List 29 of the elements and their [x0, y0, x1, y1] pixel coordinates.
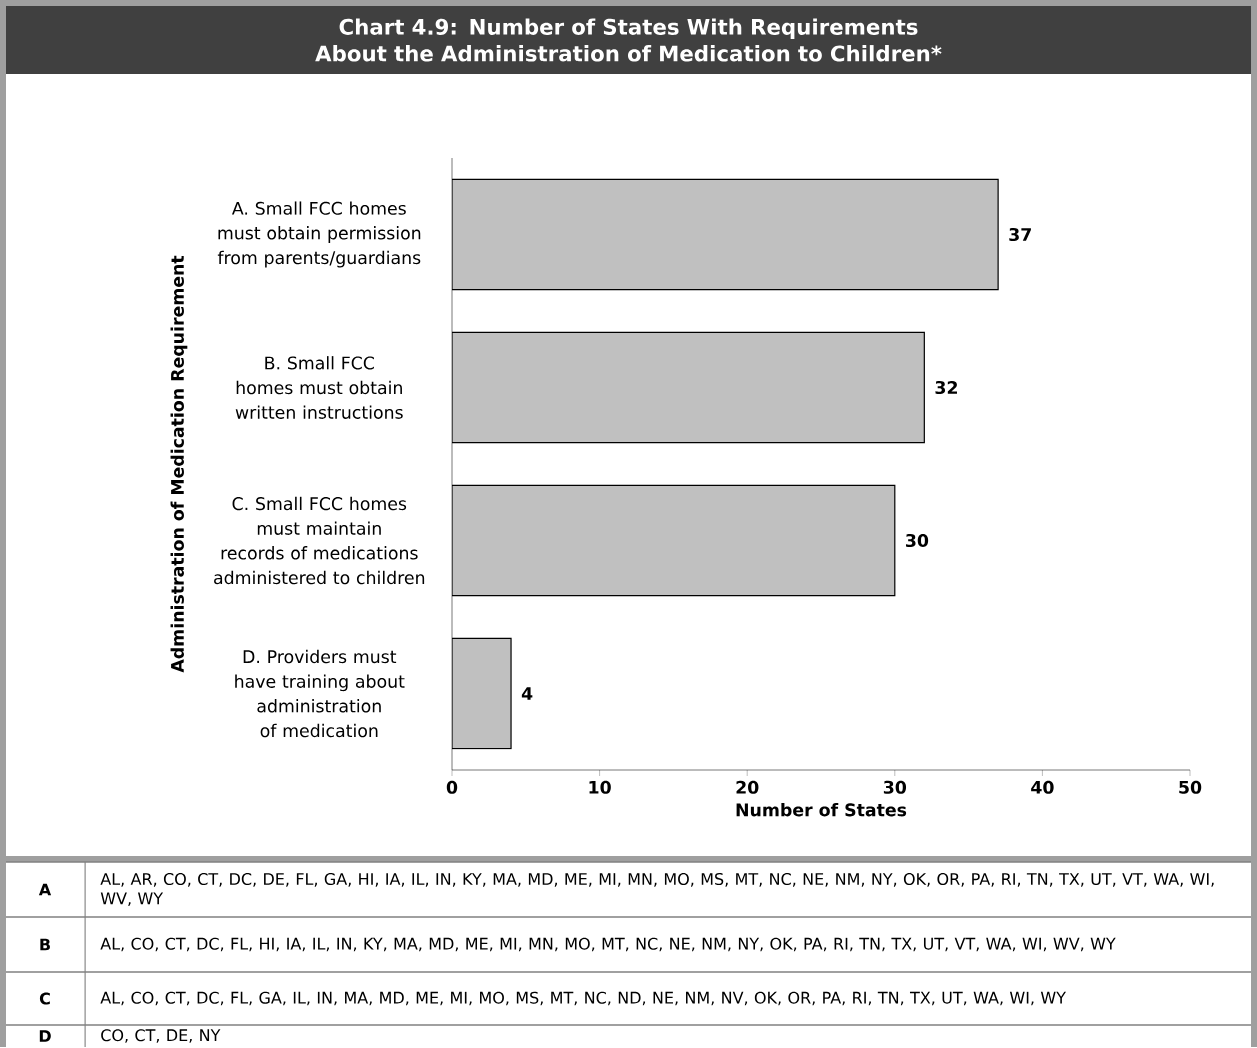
y-tick-label: A. Small FCC homes must obtain permission from parents/guardians — [217, 201, 421, 268]
text: AL, AR, CO, CT, DC, DE, FL, GA, HI, IA, IL, IN, KY, MA, MD, ME, MI, MN, MO, MS, MT, NC, NE, NM, NY, OK, OR, PA, RI, TN, TX, UT, VT, WA, WI, WV, WY — [100, 873, 1214, 907]
data-label: 32 — [935, 381, 957, 395]
data-label: 30 — [906, 534, 929, 548]
text: AL, CO, CT, DC, FL, GA, IL, IN, MA, MD, ME, MI, MO, MS, MT, NC, ND, NE, NM, NV, OK, OR, PA, RI, TN, TX, UT, WA, WI, WY — [100, 991, 1067, 1006]
x-tick-label: 10 — [589, 780, 611, 794]
data-label: 4 — [521, 687, 533, 700]
y-tick-label: C. Small FCC homes must maintain records of medications administered to children — [214, 496, 425, 585]
x-tick-label: 20 — [736, 780, 759, 794]
x-tick-label: 0 — [446, 780, 458, 794]
x-tick-label: 30 — [883, 780, 907, 794]
text: CO, CT, DE, NY — [101, 1029, 221, 1044]
bar — [452, 637, 512, 750]
text: AL, CO, CT, DC, FL, HI, IA, IL, IN, KY, MA, MD, ME, MI, MN, MO, MT, NC, NE, NM, NY, OK, PA, RI, TN, TX, UT, VT, WA, WI, WV, WY — [100, 937, 1116, 952]
x-tick-label: 50 — [1179, 780, 1202, 794]
text: A — [38, 883, 52, 896]
text: C — [39, 992, 50, 1005]
bar — [452, 484, 896, 597]
chart-title: Chart 4.9: Number of States With Requirements About the Administration of Medication to Children* — [315, 18, 942, 62]
bar — [452, 331, 925, 444]
x-axis-title: Number of States — [736, 803, 907, 817]
data-label: 37 — [1009, 228, 1031, 242]
y-tick-label: B. Small FCC homes must obtain written instructions — [235, 356, 403, 420]
y-axis-title: Administration of Medication Requirement — [170, 255, 188, 673]
bar — [452, 178, 999, 291]
text: D — [39, 1030, 51, 1043]
text: B — [40, 938, 50, 951]
x-tick-label: 40 — [1031, 780, 1054, 794]
y-tick-label: D. Providers must have training about administration of medication — [235, 649, 405, 738]
